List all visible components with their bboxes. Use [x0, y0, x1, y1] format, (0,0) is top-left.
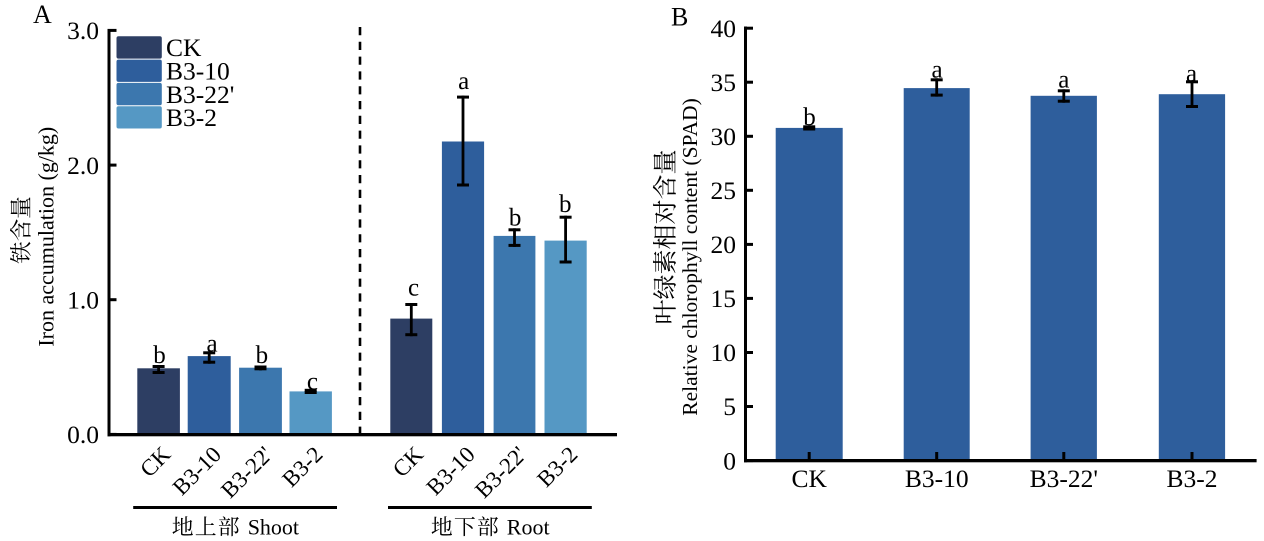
- svg-text:40: 40: [711, 14, 737, 43]
- svg-text:A: A: [33, 0, 52, 29]
- svg-text:a: a: [1058, 66, 1069, 93]
- svg-text:b: b: [803, 104, 816, 131]
- svg-text:B3-2: B3-2: [1167, 464, 1218, 493]
- svg-text:35: 35: [711, 68, 737, 97]
- svg-text:10: 10: [711, 338, 737, 367]
- svg-text:Iron accumulation (g/kg): Iron accumulation (g/kg): [34, 127, 59, 347]
- svg-text:Relative chlorophyll content (: Relative chlorophyll content (SPAD): [678, 98, 702, 415]
- svg-text:CK: CK: [791, 464, 827, 493]
- svg-text:b: b: [256, 342, 269, 369]
- svg-text:0.0: 0.0: [67, 420, 99, 449]
- svg-text:c: c: [307, 369, 318, 396]
- svg-text:a: a: [206, 331, 217, 358]
- svg-text:B3-10: B3-10: [166, 57, 230, 86]
- svg-text:15: 15: [711, 284, 737, 313]
- svg-text:b: b: [153, 342, 166, 369]
- svg-text:1.0: 1.0: [67, 285, 99, 314]
- svg-text:3.0: 3.0: [67, 16, 99, 45]
- svg-text:Shoot: Shoot: [248, 515, 299, 540]
- svg-text:0: 0: [723, 446, 736, 475]
- svg-text:2.0: 2.0: [67, 151, 99, 180]
- svg-text:20: 20: [711, 230, 737, 259]
- svg-text:B3-10: B3-10: [905, 464, 969, 493]
- svg-text:a: a: [458, 68, 469, 95]
- svg-text:B3-2: B3-2: [166, 103, 217, 132]
- svg-text:Root: Root: [507, 515, 550, 540]
- svg-text:25: 25: [711, 176, 737, 205]
- svg-text:B3-22': B3-22': [1030, 464, 1098, 493]
- svg-text:B: B: [671, 3, 688, 32]
- svg-text:B3-22': B3-22': [166, 80, 234, 109]
- svg-text:b: b: [559, 191, 572, 218]
- svg-text:30: 30: [711, 122, 737, 151]
- svg-text:c: c: [408, 275, 419, 302]
- svg-text:b: b: [509, 205, 522, 232]
- svg-text:5: 5: [723, 392, 736, 421]
- svg-text:a: a: [931, 56, 942, 83]
- svg-text:a: a: [1186, 60, 1197, 87]
- svg-text:CK: CK: [166, 33, 202, 62]
